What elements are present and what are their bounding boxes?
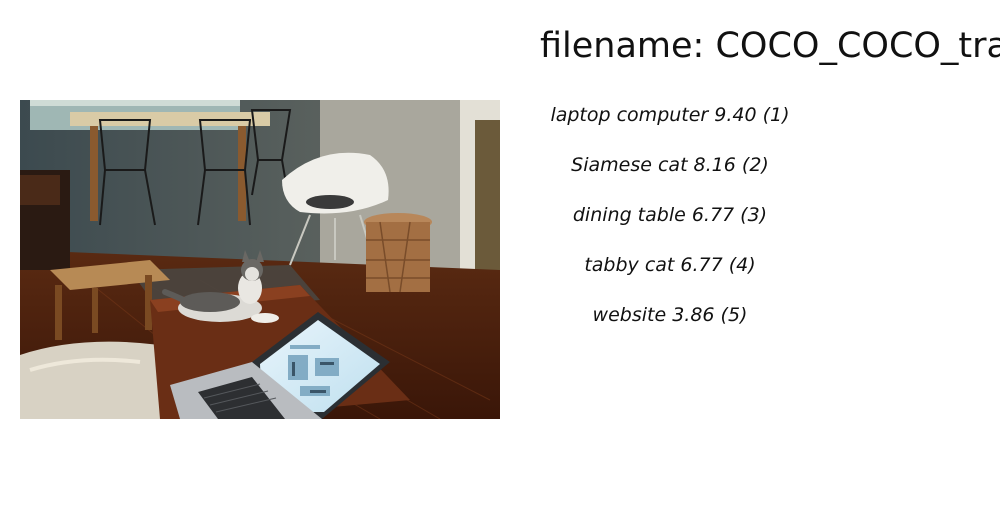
photo-illustration	[20, 100, 500, 419]
photo	[20, 100, 500, 419]
prediction-label: website 3.86 (5)	[592, 304, 748, 326]
filename-title: filename: COCO_COCO_train	[540, 26, 1000, 66]
prediction-label: laptop computer 9.40 (1)	[550, 104, 790, 126]
prediction-label: dining table 6.77 (3)	[572, 204, 768, 226]
prediction-label: Siamese cat 8.16 (2)	[571, 154, 769, 176]
prediction-label: tabby cat 6.77 (4)	[584, 254, 756, 276]
